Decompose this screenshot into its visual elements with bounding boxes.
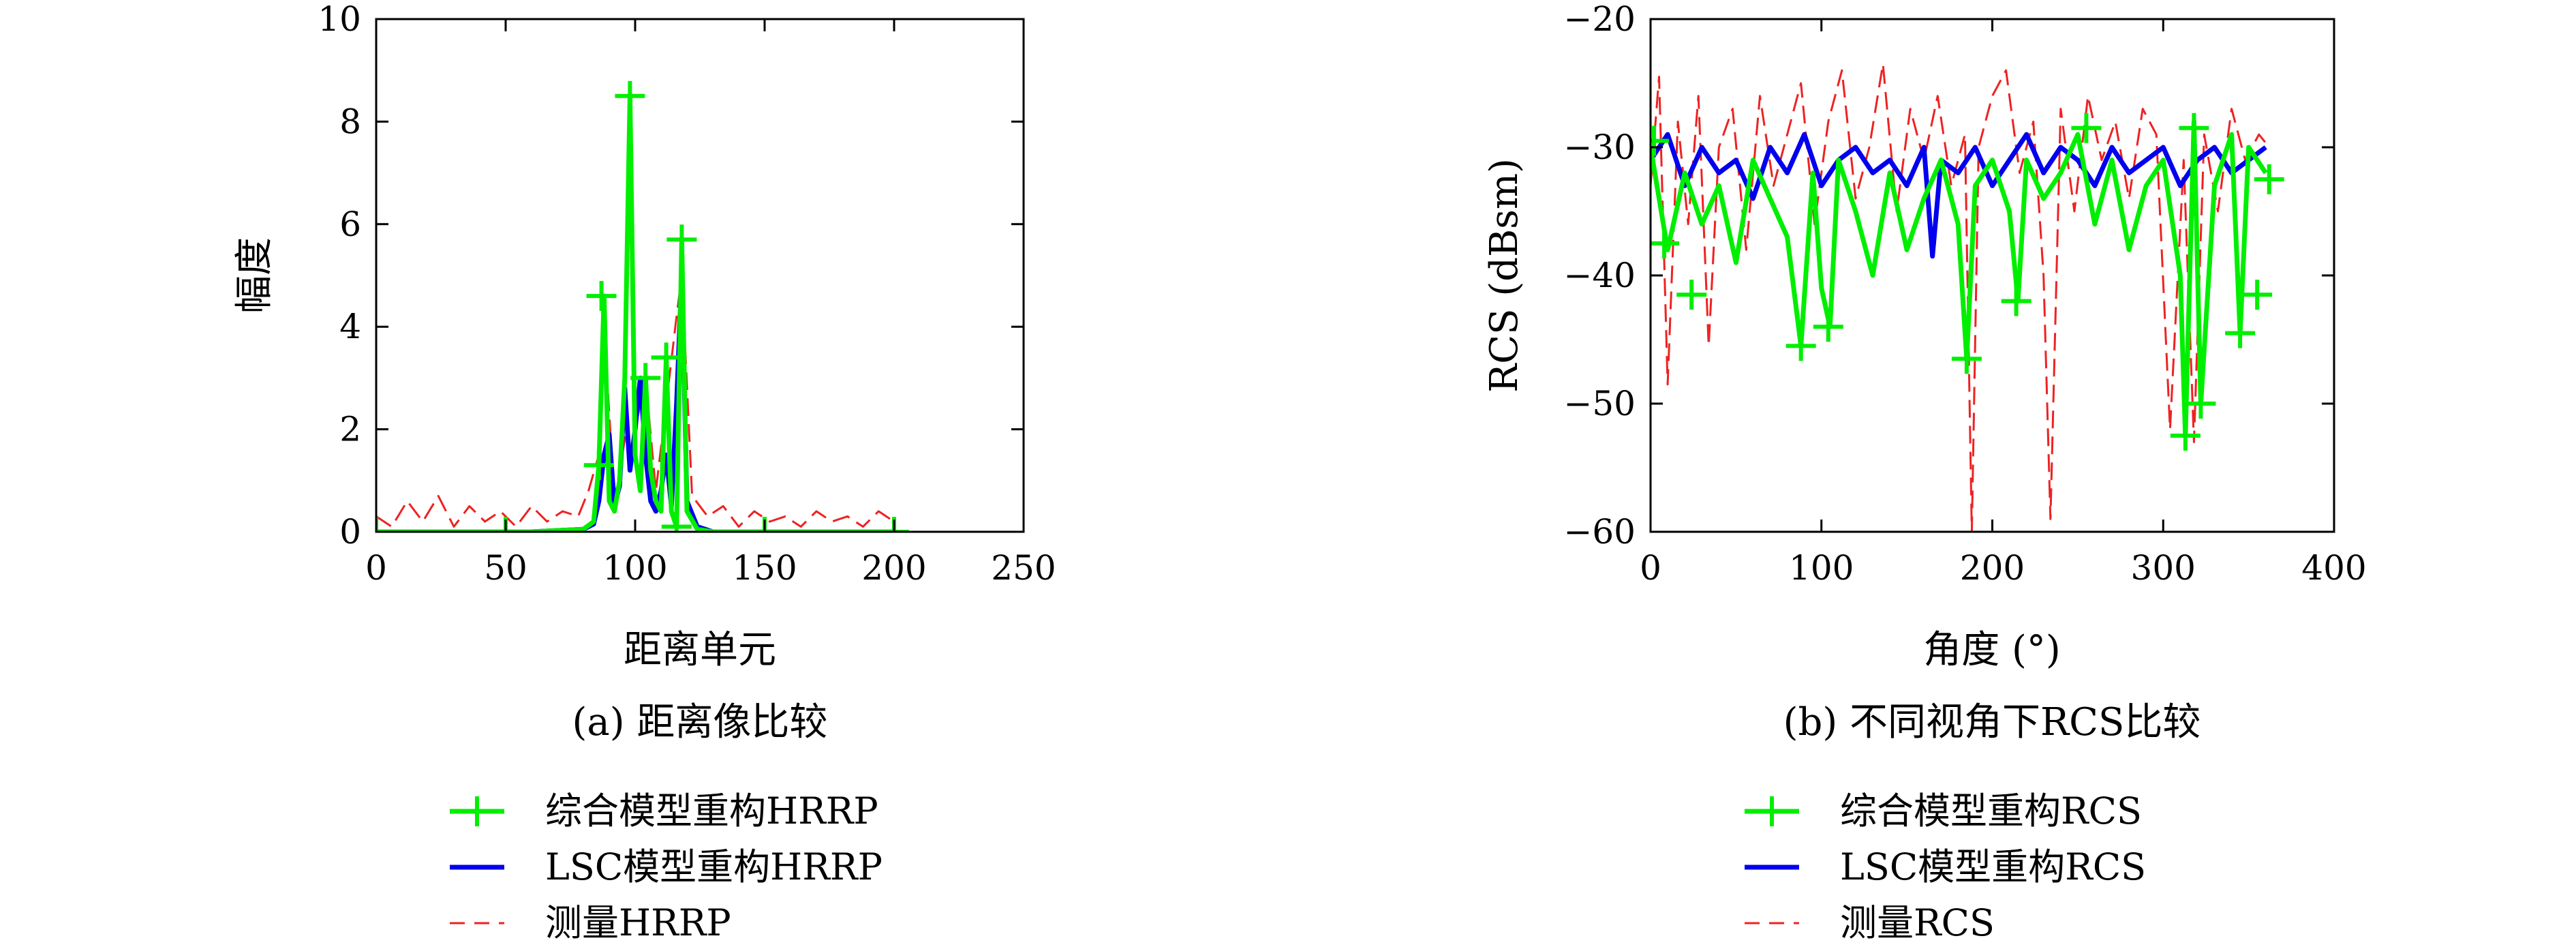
chart-a-legend-label-2: 测量HRRP [545, 901, 731, 944]
chart-a-ytick-label-0: 0 [339, 512, 361, 552]
chart-a-legend-swatch-0 [450, 796, 504, 826]
chart-b-marker-13 [2254, 164, 2284, 194]
chart-b-marker-12 [2242, 280, 2273, 310]
chart-a-marker-2 [583, 450, 614, 481]
chart-b-series [1651, 63, 2284, 532]
chart-b-marker-0 [1651, 125, 1670, 156]
chart-b-legend-label-0: 综合模型重构RCS [1840, 790, 2142, 832]
chart-a-caption: (a) 距离像比较 [572, 700, 828, 745]
chart-a-ytick-label-1: 2 [339, 410, 361, 449]
chart-a-legend-label-0: 综合模型重构HRRP [545, 790, 878, 832]
chart-b-ytick-label-4: −20 [1563, 0, 1636, 39]
chart-b-series-line-0 [1651, 119, 2268, 438]
chart-a-xlabel: 距离单元 [624, 628, 776, 672]
chart-b-legend-label-2: 测量RCS [1840, 901, 1995, 944]
chart-a-ytick-label-3: 6 [339, 205, 361, 244]
chart-a-ticks: 0 50 100 150 200 250 0 2 4 6 8 10 [318, 0, 1056, 588]
chart-b-legend-swatch-0 [1745, 796, 1799, 826]
chart-b-ticks: 0 100 200 300 400 −60 −50 −40 −30 −20 [1563, 0, 2366, 588]
chart-b-xtick-label-4: 400 [2301, 548, 2366, 588]
chart-a-legend: 综合模型重构HRRP LSC模型重构HRRP 测量HRRP [450, 790, 883, 944]
chart-b-xtick-label-1: 100 [1789, 548, 1854, 588]
chart-b-frame [1649, 18, 2335, 533]
chart-b-legend-label-1: LSC模型重构RCS [1840, 845, 2146, 888]
chart-b-ytick-label-0: −60 [1563, 512, 1636, 552]
chart-a-ytick-label-5: 10 [318, 0, 361, 39]
chart-b-ylabel: RCS (dBsm) [1482, 158, 1527, 393]
chart-a-marker-3 [586, 281, 617, 312]
chart-b-marker-10 [2186, 389, 2216, 419]
chart-a-series [376, 80, 909, 532]
chart-a-xtick-label-1: 50 [484, 548, 527, 588]
chart-a-xtick-label-2: 100 [602, 548, 667, 588]
chart-a-marker-7 [661, 511, 692, 532]
chart-a-ytick-label-4: 8 [339, 102, 361, 141]
chart-a-xtick-label-4: 200 [861, 548, 926, 588]
chart-b-marker-1 [1651, 228, 1680, 258]
chart-b-xtick-label-0: 0 [1640, 548, 1661, 588]
chart-b: 0 100 200 300 400 −60 −50 −40 −30 −20 角度 (°) RCS … [1482, 0, 2367, 944]
chart-b-caption: (b) 不同视角下RCS比较 [1783, 700, 2201, 745]
chart-b-xtick-label-3: 300 [2131, 548, 2196, 588]
chart-a-xtick-label-5: 250 [991, 548, 1056, 588]
chart-a: 0 50 100 150 200 250 0 2 4 6 8 10 距离单元 幅度 (a) 距离像比较… [232, 0, 1056, 944]
chart-b-marker-3 [1785, 331, 1816, 361]
chart-b-series-line-2 [1651, 63, 2270, 532]
chart-b-xlabel: 角度 (°) [1923, 628, 2061, 672]
chart-b-marker-11 [2225, 318, 2256, 348]
chart-a-marker-8 [666, 224, 697, 255]
chart-a-series-line-0 [376, 93, 894, 532]
chart-b-ytick-label-1: −50 [1563, 384, 1636, 423]
chart-b-ytick-label-2: −40 [1563, 256, 1636, 295]
chart-a-ytick-label-2: 4 [339, 307, 361, 346]
chart-a-xtick-label-0: 0 [365, 548, 387, 588]
chart-a-marker-6 [651, 342, 681, 373]
chart-a-frame [375, 18, 1025, 533]
chart-a-marker-5 [630, 363, 661, 393]
chart-b-marker-7 [2071, 112, 2102, 143]
chart-a-legend-label-1: LSC模型重构HRRP [545, 845, 883, 888]
chart-b-marker-4 [1813, 312, 1843, 342]
chart-b-marker-5 [1951, 344, 1982, 374]
chart-a-ylabel: 幅度 [232, 237, 277, 314]
chart-b-marker-6 [2001, 286, 2031, 316]
chart-b-legend: 综合模型重构RCS LSC模型重构RCS 测量RCS [1745, 790, 2146, 944]
chart-b-marker-8 [2170, 421, 2201, 451]
chart-b-series-line-1 [1651, 132, 2267, 259]
chart-a-xtick-label-3: 150 [732, 548, 797, 588]
chart-b-marker-2 [1676, 280, 1707, 310]
chart-a-marker-4 [615, 80, 645, 111]
chart-b-ytick-label-3: −30 [1563, 127, 1636, 167]
chart-b-marker-9 [2179, 112, 2209, 143]
chart-b-xtick-label-2: 200 [1960, 548, 2025, 588]
